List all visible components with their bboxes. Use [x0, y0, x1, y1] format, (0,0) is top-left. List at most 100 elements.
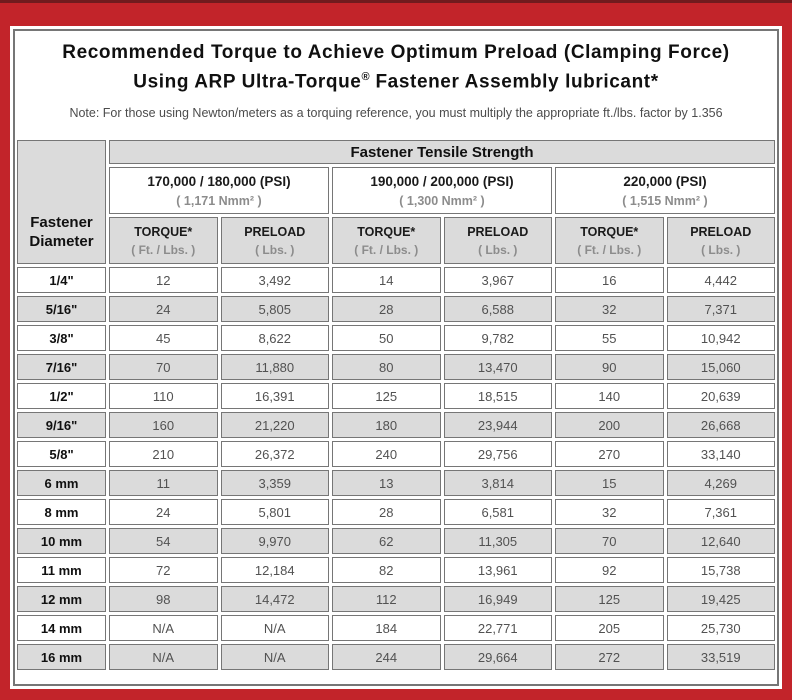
preload-value-cell: N/A	[220, 644, 329, 671]
torque-value-cell: 11	[109, 470, 218, 497]
preload-value-cell: 3,814	[443, 470, 552, 497]
preload-value-cell: 3,492	[220, 267, 329, 294]
title-line-1: Recommended Torque to Achieve Optimum Pr…	[62, 42, 730, 63]
fastener-diameter-cell: 12 mm	[17, 586, 106, 613]
preload-value-cell: 12,640	[666, 528, 775, 555]
torque-value-cell: 272	[555, 644, 664, 671]
fastener-diameter-cell: 14 mm	[17, 615, 106, 642]
preload-value-cell: 29,664	[443, 644, 552, 671]
table-row: 1/4" 12 3,492 14 3,967 16 4,442	[17, 267, 775, 294]
table-row: 11 mm 72 12,184 82 13,961 92 15,738	[17, 557, 775, 584]
fastener-diameter-header: Fastener Diameter	[17, 140, 106, 265]
torque-value-cell: 12	[109, 267, 218, 294]
preload-value-cell: 15,060	[666, 354, 775, 381]
torque-value-cell: 82	[332, 557, 441, 584]
preload-value-cell: 29,756	[443, 441, 552, 468]
torque-value-cell: N/A	[109, 615, 218, 642]
preload-value-cell: 16,391	[220, 383, 329, 410]
torque-value-cell: 90	[555, 354, 664, 381]
torque-value-cell: N/A	[109, 644, 218, 671]
preload-value-cell: 26,668	[666, 412, 775, 439]
psi-header-220: 220,000 (PSI) ( 1,515 Nmm² )	[555, 167, 775, 215]
page-title: Recommended Torque to Achieve Optimum Pr…	[15, 40, 777, 94]
tensile-strength-group-header: Fastener Tensile Strength	[109, 140, 775, 165]
preload-value-cell: 4,442	[666, 267, 775, 294]
fastener-diameter-cell: 16 mm	[17, 644, 106, 671]
torque-value-cell: 240	[332, 441, 441, 468]
torque-column-header: TORQUE* ( Ft. / Lbs. )	[555, 217, 664, 265]
preload-value-cell: 22,771	[443, 615, 552, 642]
preload-value-cell: 8,622	[220, 325, 329, 352]
preload-value-cell: 9,970	[220, 528, 329, 555]
torque-value-cell: 205	[555, 615, 664, 642]
preload-value-cell: 7,371	[666, 296, 775, 323]
preload-value-cell: 4,269	[666, 470, 775, 497]
torque-value-cell: 72	[109, 557, 218, 584]
table-row: 8 mm 24 5,801 28 6,581 32 7,361	[17, 499, 775, 526]
torque-value-cell: 62	[332, 528, 441, 555]
torque-value-cell: 13	[332, 470, 441, 497]
torque-preload-table: Fastener Diameter Fastener Tensile Stren…	[15, 137, 777, 674]
torque-value-cell: 32	[555, 499, 664, 526]
table-row: 9/16" 160 21,220 180 23,944 200 26,668	[17, 412, 775, 439]
torque-value-cell: 270	[555, 441, 664, 468]
torque-value-cell: 80	[332, 354, 441, 381]
torque-value-cell: 24	[109, 499, 218, 526]
fastener-diameter-cell: 1/4"	[17, 267, 106, 294]
torque-value-cell: 70	[109, 354, 218, 381]
fastener-diameter-cell: 9/16"	[17, 412, 106, 439]
preload-value-cell: 12,184	[220, 557, 329, 584]
preload-value-cell: 20,639	[666, 383, 775, 410]
torque-value-cell: 32	[555, 296, 664, 323]
preload-value-cell: 13,961	[443, 557, 552, 584]
table-row: 1/2" 110 16,391 125 18,515 140 20,639	[17, 383, 775, 410]
preload-value-cell: 16,949	[443, 586, 552, 613]
torque-value-cell: 180	[332, 412, 441, 439]
fastener-diameter-cell: 3/8"	[17, 325, 106, 352]
table-body: 1/4" 12 3,492 14 3,967 16 4,442 5/16" 24 5,805 28 6…	[17, 267, 775, 671]
torque-value-cell: 140	[555, 383, 664, 410]
preload-value-cell: 11,880	[220, 354, 329, 381]
preload-value-cell: 6,581	[443, 499, 552, 526]
preload-value-cell: 5,805	[220, 296, 329, 323]
torque-value-cell: 28	[332, 499, 441, 526]
fastener-diameter-cell: 5/8"	[17, 441, 106, 468]
torque-value-cell: 50	[332, 325, 441, 352]
preload-value-cell: 21,220	[220, 412, 329, 439]
preload-value-cell: 9,782	[443, 325, 552, 352]
top-accent-bar	[0, 0, 792, 3]
preload-value-cell: 19,425	[666, 586, 775, 613]
preload-value-cell: 11,305	[443, 528, 552, 555]
psi-header-190-200: 190,000 / 200,000 (PSI) ( 1,300 Nmm² )	[332, 167, 552, 215]
table-row: 7/16" 70 11,880 80 13,470 90 15,060	[17, 354, 775, 381]
preload-value-cell: N/A	[220, 615, 329, 642]
torque-value-cell: 125	[332, 383, 441, 410]
fastener-diameter-cell: 11 mm	[17, 557, 106, 584]
torque-value-cell: 14	[332, 267, 441, 294]
fastener-diameter-cell: 6 mm	[17, 470, 106, 497]
table-row: 6 mm 11 3,359 13 3,814 15 4,269	[17, 470, 775, 497]
preload-value-cell: 14,472	[220, 586, 329, 613]
torque-value-cell: 98	[109, 586, 218, 613]
table-row: 3/8" 45 8,622 50 9,782 55 10,942	[17, 325, 775, 352]
preload-value-cell: 18,515	[443, 383, 552, 410]
preload-value-cell: 10,942	[666, 325, 775, 352]
preload-value-cell: 15,738	[666, 557, 775, 584]
table-row: 10 mm 54 9,970 62 11,305 70 12,640	[17, 528, 775, 555]
preload-value-cell: 33,140	[666, 441, 775, 468]
torque-value-cell: 15	[555, 470, 664, 497]
conversion-note: Note: For those using Newton/meters as a…	[69, 106, 723, 121]
torque-value-cell: 112	[332, 586, 441, 613]
torque-value-cell: 200	[555, 412, 664, 439]
torque-value-cell: 210	[109, 441, 218, 468]
preload-value-cell: 25,730	[666, 615, 775, 642]
fastener-diameter-cell: 5/16"	[17, 296, 106, 323]
fastener-diameter-cell: 10 mm	[17, 528, 106, 555]
torque-value-cell: 125	[555, 586, 664, 613]
torque-value-cell: 55	[555, 325, 664, 352]
fastener-diameter-cell: 8 mm	[17, 499, 106, 526]
preload-column-header: PRELOAD ( Lbs. )	[666, 217, 775, 265]
psi-header-170-180: 170,000 / 180,000 (PSI) ( 1,171 Nmm² )	[109, 167, 329, 215]
preload-value-cell: 26,372	[220, 441, 329, 468]
